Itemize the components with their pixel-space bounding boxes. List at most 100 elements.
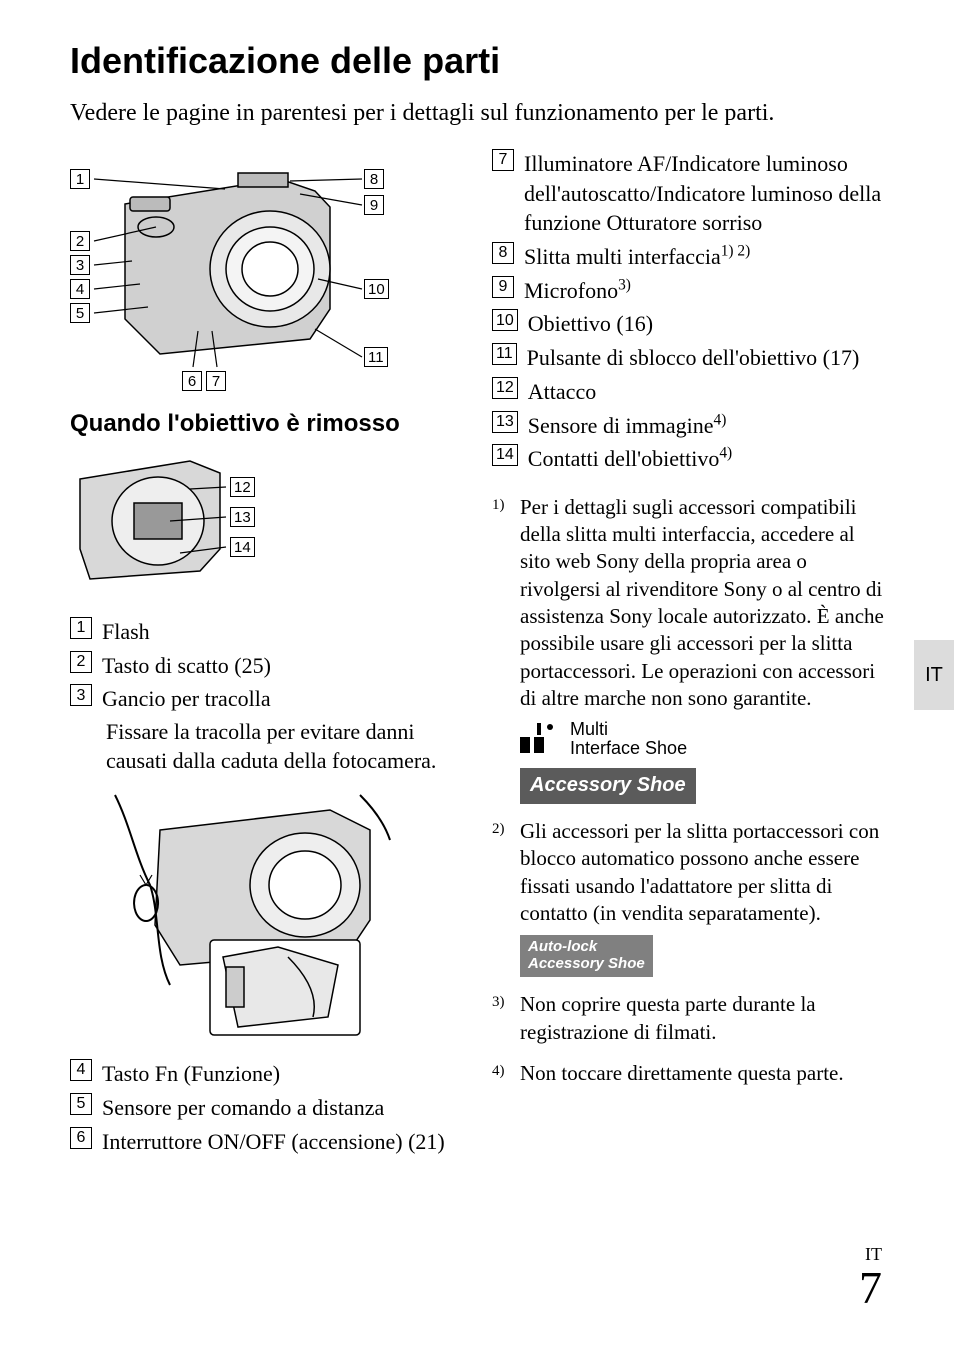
part-label: Microfono3) [524, 276, 884, 306]
part-item: 3 Gancio per tracolla [70, 684, 462, 714]
part-item: 12 Attacco [492, 377, 884, 407]
multi-interface-shoe-logo: Multi Interface Shoe [520, 720, 884, 758]
footnote-text: Per i dettagli sugli accessori compatibi… [520, 494, 884, 804]
diagram-callout: 12 [230, 477, 255, 497]
footnote-text: Non toccare direttamente questa parte. [520, 1060, 884, 1087]
part-number-box: 2 [70, 651, 92, 673]
camera-lens-removed-diagram: 12 13 14 [70, 449, 290, 589]
footnote: 1) Per i dettagli sugli accessori compat… [492, 494, 884, 804]
diagram-callout-number: 6 [182, 371, 202, 391]
camera-lens-removed-svg [70, 449, 290, 589]
footnote-number: 2) [492, 818, 512, 977]
part-number-box: 10 [492, 309, 518, 331]
two-column-layout: 1234567891011 Quando l'obiettivo è rimos… [70, 149, 884, 1160]
part-label: Flash [102, 617, 462, 647]
part-label: Contatti dell'obiettivo4) [528, 444, 884, 474]
part-item: 7 Illuminatore AF/Indicatore luminoso de… [492, 149, 884, 238]
part-number-box: 12 [492, 377, 518, 399]
part-label: Pulsante di sblocco dell'obiettivo (17) [527, 343, 884, 373]
footnote-number: 4) [492, 1060, 512, 1087]
part-item: 4 Tasto Fn (Funzione) [70, 1059, 462, 1089]
footnotes-list: 1) Per i dettagli sugli accessori compat… [492, 494, 884, 1087]
part-number-box: 14 [492, 444, 518, 466]
part-item: 1 Flash [70, 617, 462, 647]
left-parts-list-b: 4 Tasto Fn (Funzione) 5 Sensore per coma… [70, 1059, 462, 1156]
page-number-block: IT 7 [859, 1244, 882, 1311]
diagram-callout-number: 10 [364, 279, 389, 299]
part-number-box: 11 [492, 343, 517, 365]
part-label: Illuminatore AF/Indicatore luminoso dell… [524, 149, 884, 238]
part-label: Attacco [528, 377, 884, 407]
diagram-callout-number: 2 [70, 231, 90, 251]
part-number-box: 13 [492, 411, 518, 433]
part-item: 14 Contatti dell'obiettivo4) [492, 444, 884, 474]
part-number-box: 9 [492, 276, 514, 298]
diagram-callout: 13 [230, 507, 255, 527]
diagram-callout-number: 1 [70, 169, 90, 189]
diagram-callout-number: 8 [364, 169, 384, 189]
diagram-callout-number: 12 [230, 477, 255, 497]
footnote-number: 1) [492, 494, 512, 804]
part-number-box: 5 [70, 1093, 92, 1115]
page-title: Identificazione delle parti [70, 40, 884, 82]
autolock-accessory-shoe-badge: Auto-lockAccessory Shoe [520, 935, 653, 977]
diagram-callout: 4 [70, 279, 90, 299]
left-column: 1234567891011 Quando l'obiettivo è rimos… [70, 149, 462, 1160]
part-label: Slitta multi interfaccia1) 2) [524, 242, 884, 272]
diagram-callout: 1 [70, 169, 90, 189]
part-label: Gancio per tracolla [102, 684, 462, 714]
part-description: Fissare la tracolla per evitare danni ca… [106, 718, 462, 775]
accessory-shoe-badge: Accessory Shoe [520, 768, 696, 804]
part-label: Tasto di scatto (25) [102, 651, 462, 681]
footnote-text: Non coprire questa parte durante la regi… [520, 991, 884, 1046]
left-parts-list-a: 1 Flash 2 Tasto di scatto (25) 3 Gancio … [70, 617, 462, 714]
part-label: Interruttore ON/OFF (accensione) (21) [102, 1127, 462, 1157]
part-number-box: 7 [492, 149, 514, 171]
part-number-box: 4 [70, 1059, 92, 1081]
part-item: 8 Slitta multi interfaccia1) 2) [492, 242, 884, 272]
part-item: 13 Sensore di immagine4) [492, 411, 884, 441]
diagram-callout: 8 [364, 169, 384, 189]
part-number-box: 6 [70, 1127, 92, 1149]
part-label: Obiettivo (16) [528, 309, 884, 339]
part-number-box: 8 [492, 242, 514, 264]
part-item: 2 Tasto di scatto (25) [70, 651, 462, 681]
part-item: 6 Interruttore ON/OFF (accensione) (21) [70, 1127, 462, 1157]
part-number-box: 1 [70, 617, 92, 639]
strap-svg [100, 785, 400, 1045]
diagram-callout: 10 [364, 279, 389, 299]
part-label: Tasto Fn (Funzione) [102, 1059, 462, 1089]
page-number: 7 [859, 1265, 882, 1311]
camera-front-svg [70, 149, 390, 399]
diagram-callout-number: 4 [70, 279, 90, 299]
strap-diagram [100, 785, 400, 1045]
diagram-callout: 2 [70, 231, 90, 251]
diagram-callout: 14 [230, 537, 255, 557]
footnote: 3) Non coprire questa parte durante la r… [492, 991, 884, 1046]
diagram-callout: 9 [364, 195, 384, 215]
part-label: Sensore per comando a distanza [102, 1093, 462, 1123]
language-tab: IT [914, 640, 954, 710]
part-number-box: 3 [70, 684, 92, 706]
diagram-callout-number: 7 [206, 371, 226, 391]
mis-glyph-icon [520, 723, 564, 755]
diagram-callout-number: 14 [230, 537, 255, 557]
mis-logo-text: Multi Interface Shoe [570, 720, 687, 758]
footnote-number: 3) [492, 991, 512, 1046]
diagram-callout-number: 11 [364, 347, 388, 367]
subhead-lens-removed: Quando l'obiettivo è rimosso [70, 409, 462, 439]
part-label: Sensore di immagine4) [528, 411, 884, 441]
diagram-callout-number: 3 [70, 255, 90, 275]
diagram-callout-number: 5 [70, 303, 90, 323]
page: Identificazione delle parti Vedere le pa… [0, 0, 954, 1345]
footnote-text: Gli accessori per la slitta portaccessor… [520, 818, 884, 977]
part-item: 10 Obiettivo (16) [492, 309, 884, 339]
part-item: 11 Pulsante di sblocco dell'obiettivo (1… [492, 343, 884, 373]
right-column: 7 Illuminatore AF/Indicatore luminoso de… [492, 149, 884, 1160]
diagram-callout-number: 9 [364, 195, 384, 215]
footnote: 4) Non toccare direttamente questa parte… [492, 1060, 884, 1087]
diagram-callout: 11 [364, 347, 388, 367]
part-item: 5 Sensore per comando a distanza [70, 1093, 462, 1123]
part-item: 9 Microfono3) [492, 276, 884, 306]
diagram-callout: 3 [70, 255, 90, 275]
